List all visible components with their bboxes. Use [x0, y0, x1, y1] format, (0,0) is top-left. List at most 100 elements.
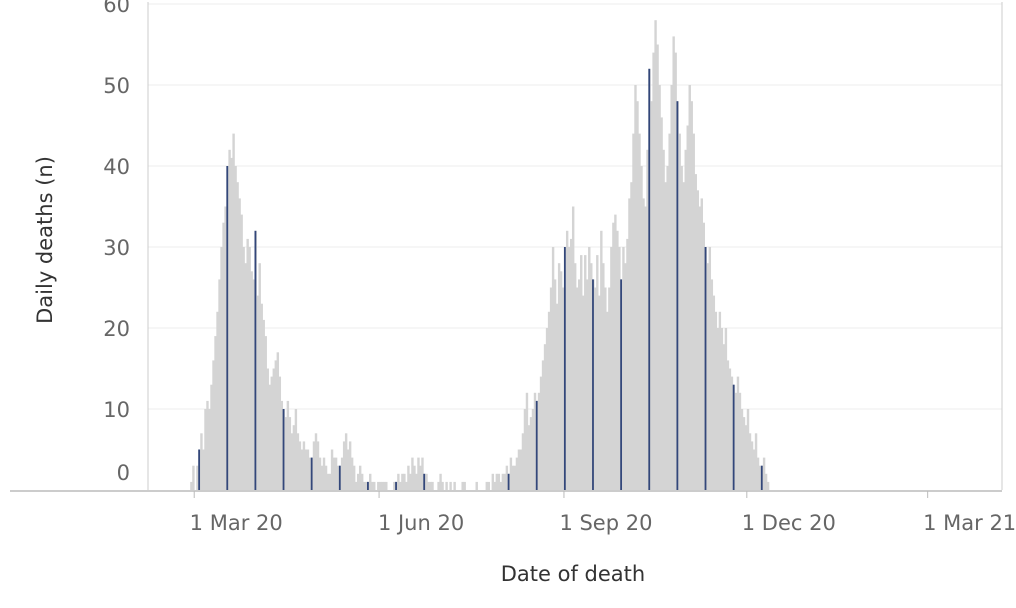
bar: [314, 433, 318, 490]
bar: [358, 465, 362, 490]
bar: [636, 101, 639, 490]
bar: [346, 449, 350, 490]
bar: [712, 295, 716, 490]
bar: [618, 247, 621, 490]
bar: [586, 279, 589, 490]
bar: [258, 263, 261, 490]
week-marker-bar: [648, 68, 651, 491]
bar: [264, 336, 267, 490]
bar: [214, 336, 217, 490]
bar: [728, 368, 732, 490]
bar: [658, 85, 661, 490]
bar: [234, 166, 237, 490]
bar: [352, 465, 356, 490]
bar: [567, 247, 571, 490]
bar: [266, 368, 269, 490]
bar: [634, 85, 637, 490]
week-marker-bar: [535, 400, 538, 490]
bar: [720, 328, 724, 490]
bar: [539, 376, 543, 490]
bar: [527, 425, 531, 490]
bar: [640, 166, 643, 490]
bar: [752, 449, 756, 490]
bar: [543, 344, 547, 490]
bar: [736, 376, 740, 490]
bar: [272, 368, 275, 490]
x-tick-label: 1 Mar 20: [190, 511, 283, 535]
bar: [200, 433, 203, 490]
bar: [316, 441, 320, 490]
bar: [348, 441, 352, 490]
bar: [334, 457, 338, 490]
bar: [730, 376, 734, 490]
bar: [393, 481, 396, 490]
bar: [485, 481, 488, 490]
bar: [533, 392, 537, 490]
bar: [670, 85, 673, 490]
bar: [371, 481, 374, 490]
bar: [654, 20, 657, 490]
bar: [304, 449, 308, 490]
bar: [531, 409, 535, 490]
bar: [399, 481, 402, 490]
bar: [342, 441, 346, 490]
bar: [748, 433, 752, 490]
bar: [292, 425, 296, 490]
bar: [744, 425, 748, 490]
bar: [604, 287, 607, 490]
bar: [557, 263, 561, 490]
week-marker-bar: [226, 166, 229, 490]
week-marker-bar: [254, 230, 257, 491]
bar: [608, 287, 611, 490]
bar: [487, 481, 490, 490]
bar: [437, 481, 440, 490]
y-tick-label: 20: [103, 317, 130, 341]
bar: [385, 481, 388, 490]
bar: [276, 352, 280, 490]
bar: [332, 457, 336, 490]
bar: [246, 238, 249, 490]
week-marker-bar: [367, 481, 369, 490]
bar: [738, 392, 742, 490]
week-marker-bar: [310, 457, 313, 490]
bar: [503, 473, 507, 490]
bar: [519, 449, 523, 490]
bar: [672, 36, 675, 491]
bar: [383, 481, 386, 490]
bar: [204, 409, 207, 490]
bar: [445, 481, 448, 490]
bar: [549, 287, 553, 490]
bar: [686, 125, 689, 490]
bar: [453, 481, 456, 490]
bar: [505, 465, 509, 490]
bar: [328, 473, 332, 490]
week-marker-bar: [592, 279, 594, 490]
bar: [501, 473, 505, 490]
bar: [381, 481, 384, 490]
bar: [678, 133, 681, 490]
bar: [340, 457, 344, 490]
bar: [680, 166, 683, 490]
axes: [10, 2, 1003, 498]
bar: [746, 409, 750, 490]
bar: [541, 360, 545, 490]
bar: [764, 473, 768, 490]
bar: [300, 449, 304, 490]
bar: [708, 247, 712, 490]
bar: [411, 457, 414, 490]
bar: [553, 279, 557, 490]
bar: [596, 255, 599, 490]
bar: [569, 238, 573, 490]
bar: [612, 222, 615, 490]
bar: [274, 360, 278, 490]
bar: [441, 481, 444, 490]
bar: [248, 247, 251, 490]
bar: [216, 311, 219, 490]
bar: [734, 392, 738, 490]
bar: [692, 133, 695, 490]
bar: [429, 481, 432, 490]
y-tick-labels: 0 10 20 30 40 50 60: [103, 0, 130, 485]
bar: [584, 255, 587, 490]
bar: [491, 473, 495, 490]
